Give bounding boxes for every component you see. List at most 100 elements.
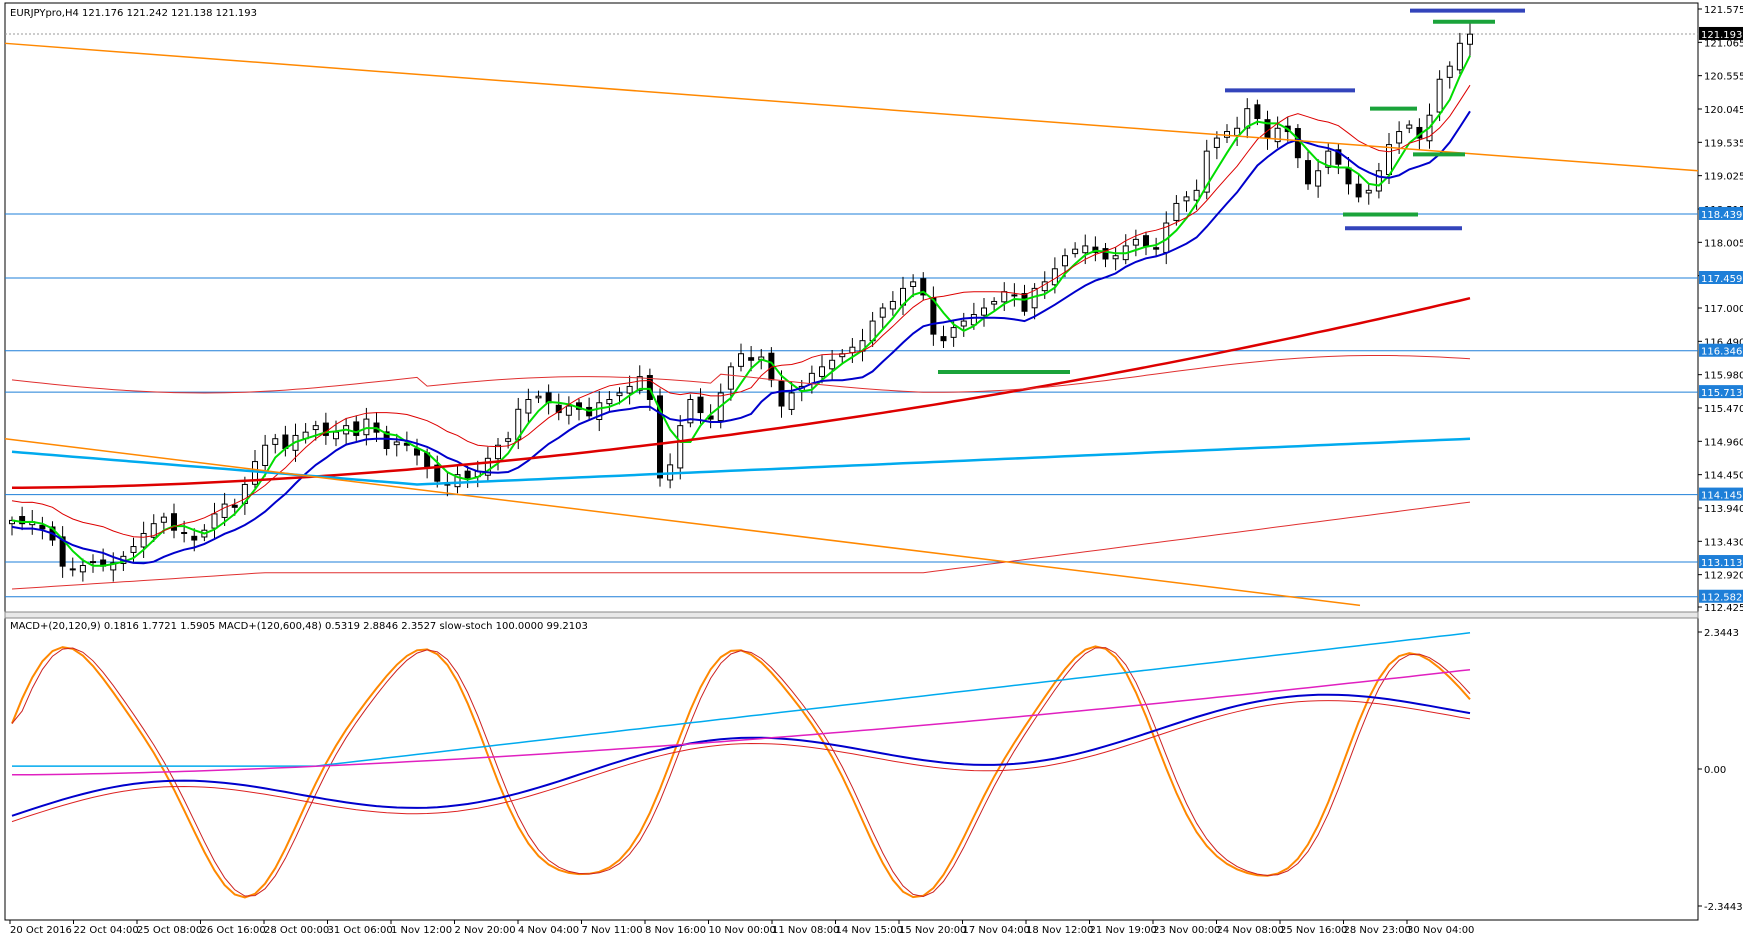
candle-body [1375, 170, 1382, 192]
envelope-lower-line [11, 501, 1471, 590]
price-label: 113.430 [1704, 537, 1743, 548]
macd-cyan-line [12, 632, 1471, 767]
candle-body [1001, 291, 1008, 303]
candle-body [393, 441, 400, 446]
current-price-badge [1699, 26, 1743, 40]
time-label: 26 Oct 16:00 [201, 925, 266, 936]
time-label: 31 Oct 06:00 [328, 925, 393, 936]
candle-body [1467, 33, 1473, 45]
level-badge [1699, 589, 1743, 603]
indicator-chart [11, 632, 1471, 899]
candle-body [130, 546, 137, 553]
chart-header: EURJPYpro,H4 121.176 121.242 121.138 121… [10, 8, 257, 19]
time-label: 20 Oct 2016 [10, 925, 72, 936]
candle-body [555, 404, 562, 414]
candle-body [1274, 127, 1281, 143]
time-label: 21 Nov 19:00 [1090, 925, 1157, 936]
candle-body [1345, 167, 1352, 185]
level-badge [1699, 487, 1743, 501]
candle-body [19, 516, 26, 525]
time-label: 30 Nov 04:00 [1407, 925, 1474, 936]
indicator-level-label: -2.3443 [1704, 902, 1743, 913]
candle-body [1072, 248, 1079, 255]
ma-fast-line [11, 55, 1471, 567]
candle-body [1446, 65, 1453, 78]
candle-body [90, 561, 96, 564]
candle-body [160, 516, 167, 523]
candle-body [454, 474, 461, 488]
candle-body [484, 457, 491, 476]
candle-body [1396, 131, 1403, 144]
time-label: 11 Nov 08:00 [772, 925, 839, 936]
price-label: 115.980 [1704, 371, 1743, 382]
candle-body [1112, 255, 1119, 260]
level-label: 115.713 [1701, 388, 1742, 399]
level-label: 114.145 [1701, 491, 1742, 502]
candle-body [1294, 128, 1301, 159]
price-label: 114.450 [1704, 471, 1743, 482]
level-badge [1699, 343, 1743, 357]
price-label: 116.490 [1704, 337, 1743, 348]
time-label: 17 Nov 04:00 [963, 925, 1030, 936]
candle-body [677, 425, 684, 469]
time-label: 1 Nov 12:00 [391, 925, 452, 936]
candle-body [819, 366, 825, 377]
price-label: 120.555 [1704, 72, 1743, 83]
price-label: 112.920 [1704, 571, 1743, 582]
axes: 121.575 121.065 120.555 120.045 119.535 119.0… [9, 5, 1743, 936]
candle-body [1365, 189, 1372, 194]
candle-body [626, 385, 633, 394]
candle-body [110, 562, 117, 571]
candle-body [1132, 238, 1139, 246]
candle-body [69, 568, 76, 571]
candle-body [495, 444, 501, 460]
candle-body [312, 425, 319, 431]
time-label: 22 Oct 04:00 [74, 925, 139, 936]
price-label: 115.470 [1704, 404, 1743, 415]
candle-body [1173, 202, 1180, 221]
candle-body [920, 278, 927, 296]
candle-body [970, 314, 977, 326]
candle-body [596, 402, 603, 421]
candle-body [231, 504, 238, 508]
level-badge [1699, 206, 1743, 220]
envelope-upper-line [11, 355, 1471, 394]
candle-body [1335, 149, 1342, 165]
candle-body [910, 281, 917, 288]
candle-body [59, 536, 66, 567]
time-label: 18 Nov 12:00 [1026, 925, 1093, 936]
time-label: 25 Oct 08:00 [137, 925, 202, 936]
time-label: 4 Nov 04:00 [518, 925, 579, 936]
candle-body [889, 300, 896, 310]
candle-body [606, 398, 613, 405]
candle-body [687, 398, 694, 424]
candle-body [991, 300, 998, 305]
macd-fast-line [11, 693, 1471, 817]
candle-body [940, 336, 947, 342]
trendline-upper [4, 42, 1699, 172]
candle-body [191, 535, 198, 541]
price-label: 112.425 [1704, 603, 1743, 614]
level-label: 112.582 [1701, 593, 1742, 604]
candle-body [505, 438, 512, 442]
panel-splitter[interactable] [4, 611, 1699, 619]
price-label: 119.025 [1704, 172, 1743, 183]
candle-body [646, 375, 653, 400]
candle-body [525, 398, 532, 414]
time-label: 8 Nov 16:00 [645, 925, 706, 936]
candle-body [1305, 160, 1311, 185]
candle-body [1051, 268, 1058, 286]
candle-body [778, 380, 785, 407]
time-label: 2 Nov 20:00 [455, 925, 516, 936]
candle-body [1153, 247, 1160, 250]
indicator-header: MACD+(20,120,9) 0.1816 1.7721 1.5905 MAC… [10, 621, 588, 632]
candle-body [829, 359, 836, 370]
candle-body [535, 395, 542, 399]
candle-body [1386, 144, 1392, 176]
candle-body [1092, 246, 1099, 253]
candle-body [1011, 294, 1018, 297]
candle-body [1183, 196, 1190, 202]
candle-body [879, 307, 886, 318]
